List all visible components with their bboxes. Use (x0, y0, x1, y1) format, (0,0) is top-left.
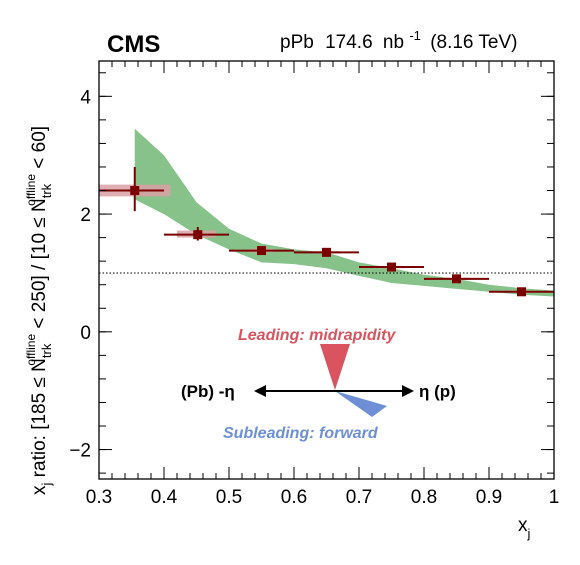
y-tick-label: 2 (80, 205, 91, 226)
y-axis-title: xj ratio: [185 ≤ Ntrkoffline < 250] / [1… (24, 126, 54, 495)
data-point (424, 274, 489, 284)
data-marker (193, 230, 203, 240)
plot-frame (98, 60, 555, 480)
x-tick-label: 0.3 (86, 487, 112, 508)
eta-right-label: η (p) (419, 382, 456, 401)
axis-ticks-layer: 0.3 0.4 0.5 0.6 0.7 0.8 0.9 1 −2 0 2 4 (69, 61, 559, 508)
data-point (229, 246, 294, 256)
experiment-label: CMS (107, 31, 160, 58)
data-marker (517, 287, 526, 297)
data-marker (452, 274, 461, 284)
data-point (359, 262, 424, 272)
leading-cone-icon (320, 344, 350, 390)
x-tick-label: 0.5 (216, 487, 242, 508)
rapidity-diagram: Leading: midrapidity Subleading: forward… (181, 327, 456, 442)
x-axis-title: xj (518, 515, 531, 541)
subleading-label: Subleading: forward (223, 425, 379, 442)
x-tick-label: 0.8 (411, 487, 437, 508)
x-tick-label: 0.4 (151, 487, 178, 508)
data-points-layer (99, 166, 554, 297)
y-tick-label: −2 (69, 441, 91, 462)
y-tick-label: 4 (80, 87, 91, 108)
x-tick-label: 0.7 (346, 487, 372, 508)
data-marker (387, 262, 396, 272)
y-tick-label: 0 (80, 323, 91, 344)
luminosity-value: 174.6 (325, 32, 373, 53)
x-tick-label: 0.9 (476, 487, 502, 508)
eta-left-label: (Pb) -η (181, 382, 235, 401)
data-point (294, 247, 359, 257)
system-label: pPb (280, 32, 314, 53)
luminosity-unit: nb (383, 32, 404, 53)
energy-label: (8.16 TeV) (430, 32, 517, 53)
x-tick-label: 0.6 (281, 487, 307, 508)
luminosity-label: pPb 174.6 nb -1 (8.16 TeV) (280, 24, 518, 53)
theory-band (134, 128, 554, 297)
theory-band-layer (134, 128, 554, 297)
subleading-cone-icon (335, 391, 387, 417)
leading-label: Leading: midrapidity (238, 327, 396, 344)
data-point (99, 166, 171, 212)
x-tick-label: 1 (549, 487, 560, 508)
eta-arrow-left-head (254, 385, 266, 397)
data-marker (257, 246, 266, 256)
data-point (489, 287, 554, 297)
data-marker (130, 186, 140, 196)
data-point (164, 227, 229, 241)
eta-arrow-right-head (402, 385, 414, 397)
luminosity-exponent: -1 (409, 28, 421, 43)
data-marker (322, 247, 331, 257)
